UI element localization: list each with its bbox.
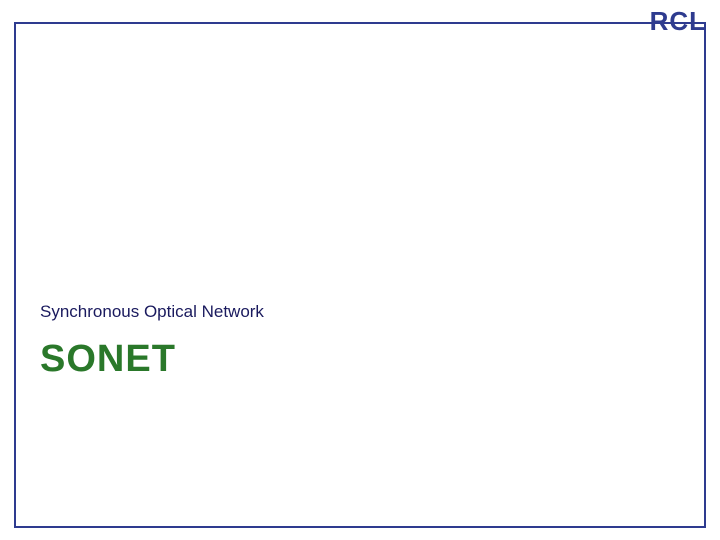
slide-subtitle: Synchronous Optical Network bbox=[40, 302, 264, 322]
slide-frame: Synchronous Optical Network SONET bbox=[14, 22, 706, 528]
slide-content: Synchronous Optical Network SONET bbox=[40, 302, 264, 381]
slide-title: SONET bbox=[40, 338, 264, 381]
